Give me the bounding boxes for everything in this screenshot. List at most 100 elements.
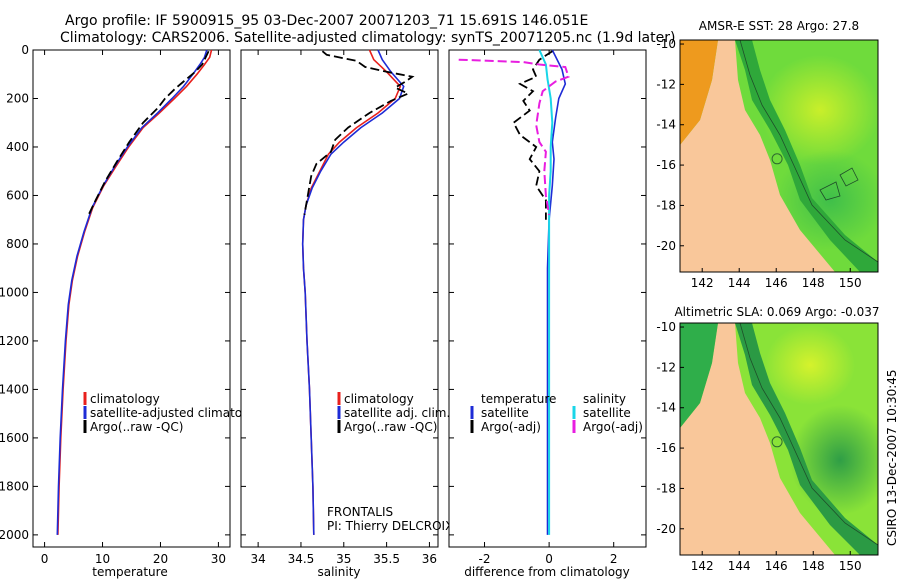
sst-warm-patch [760, 55, 878, 165]
map-y-tick-label: -20 [656, 522, 676, 536]
x-tick-label: 2 [610, 552, 618, 566]
sst-land [680, 40, 835, 272]
series-line [512, 50, 553, 220]
sla-argo-marker [771, 436, 783, 448]
map-y-tick-label: -16 [656, 158, 676, 172]
y-tick-label: 200 [6, 91, 29, 105]
x-tick-label: 35.5 [373, 552, 400, 566]
y-tick-label: 400 [6, 140, 29, 154]
figure-title-line2: Climatology: CARS2006. Satellite-adjuste… [60, 30, 675, 46]
legend-label-salinity-satellite: satellite [583, 406, 631, 420]
salinity-plot-frame [240, 49, 439, 548]
x-tick-label: -2 [479, 552, 491, 566]
y-tick-label: 800 [6, 237, 29, 251]
credit-text: CSIRO 13-Dec-2007 10:30:45 [885, 369, 899, 546]
series-line [458, 58, 570, 216]
series-line [87, 50, 210, 216]
map-x-tick-label: 148 [802, 559, 825, 573]
series-line [546, 49, 567, 535]
map-x-tick-label: 144 [728, 276, 751, 290]
sst-map-frame [679, 39, 879, 273]
map-y-tick-label: -10 [656, 320, 676, 334]
legend-label-salinity-argo: Argo(-adj) [583, 420, 643, 434]
map-x-tick-label: 146 [765, 276, 788, 290]
map-x-tick-label: 142 [691, 559, 714, 573]
sst-map-title: AMSR-E SST: 28 Argo: 27.8 [699, 19, 859, 33]
legend-label-climatology: climatology [90, 392, 160, 406]
map-x-tick-label: 142 [691, 276, 714, 290]
legend-heading-temperature: temperature [481, 392, 556, 406]
temperature-legend: climatology satellite-adjusted climatolo… [83, 392, 268, 434]
x-tick-label: 20 [153, 552, 168, 566]
y-tick-label: 1200 [0, 334, 29, 348]
y-tick-label: 600 [6, 188, 29, 202]
salinity-legend: climatology satellite adj. clim. Argo(..… [337, 392, 450, 434]
series-line [303, 50, 415, 216]
x-tick-label: 0 [41, 552, 49, 566]
x-tick-label: 36 [422, 552, 437, 566]
x-tick-label: 10 [95, 552, 110, 566]
temperature-xlabel: temperature [92, 565, 167, 579]
y-tick-label: 2000 [0, 528, 29, 542]
y-tick-label: 1600 [0, 431, 29, 445]
sla-map-panel: Altimetric SLA: 0.069 Argo: -0.037 142 14… [656, 305, 879, 573]
x-tick-label: 35 [336, 552, 351, 566]
map-x-tick-label: 146 [765, 559, 788, 573]
map-x-tick-label: 150 [839, 559, 862, 573]
x-tick-label: 34 [250, 552, 265, 566]
platform-name: FRONTALIS [327, 505, 393, 519]
salinity-panel: 34 34.5 35 35.5 36 salinity climatology sate… [240, 49, 453, 579]
map-y-tick-label: -16 [656, 441, 676, 455]
legend-label-argo: Argo(..raw -QC) [344, 420, 437, 434]
map-y-tick-label: -20 [656, 239, 676, 253]
legend-label-temperature-satellite: satellite [481, 406, 529, 420]
map-x-tick-label: 144 [728, 559, 751, 573]
y-tick-label: 1000 [0, 285, 29, 299]
y-tick-label: 0 [21, 43, 29, 57]
sla-contour [739, 323, 878, 546]
sst-reef-outline [819, 167, 859, 201]
y-tick-label: 1800 [0, 479, 29, 493]
x-tick-label: 0 [545, 552, 553, 566]
temperature-lines [56, 49, 213, 535]
figure-title-line1: Argo profile: IF 5900915_95 03-Dec-2007 … [65, 13, 588, 29]
map-y-tick-label: -12 [656, 360, 676, 374]
sst-map-ticks: 142 144 146 148 150 -10 -12 -14 -16 -18 -20 [656, 37, 861, 290]
map-y-tick-label: -14 [656, 401, 676, 415]
difference-legend: temperature satellite Argo(-adj) salinit… [470, 392, 643, 434]
sla-map-title: Altimetric SLA: 0.069 Argo: -0.037 [674, 305, 879, 319]
difference-panel: -2 0 2 difference from climatology tempera… [448, 49, 647, 579]
y-tick-label: 1400 [0, 382, 29, 396]
sla-map-frame [679, 322, 879, 556]
map-x-tick-label: 150 [839, 276, 862, 290]
legend-label-satellite-adj: satellite adj. clim. [344, 406, 450, 420]
map-y-tick-label: -18 [656, 481, 676, 495]
x-tick-label: 34.5 [288, 552, 315, 566]
series-line [538, 49, 554, 535]
temperature-plot-frame [32, 49, 231, 548]
temperature-panel: 0 10 20 30 0 200 400 600 800 1000 1200 1400 1600 1800… [0, 43, 268, 579]
map-y-tick-label: -12 [656, 77, 676, 91]
sla-high-patch [765, 325, 855, 405]
x-tick-label: 30 [211, 552, 226, 566]
map-y-tick-label: -18 [656, 198, 676, 212]
sla-land [680, 323, 835, 555]
legend-label-satellite-adjusted: satellite-adjusted climatology [90, 406, 268, 420]
difference-xlabel: difference from climatology [464, 565, 630, 579]
sst-contour [739, 40, 878, 263]
salinity-ticks: 34 34.5 35 35.5 36 [241, 49, 438, 566]
sst-argo-marker [771, 153, 783, 165]
map-y-tick-label: -10 [656, 37, 676, 51]
sst-warm-coast [680, 40, 718, 145]
sla-map-ticks: 142 144 146 148 150 -10 -12 -14 -16 -18 -20 [656, 320, 861, 573]
sst-shallow-zone [735, 40, 878, 272]
legend-label-temperature-argo: Argo(-adj) [481, 420, 541, 434]
difference-lines [458, 49, 570, 535]
salinity-lines [301, 49, 415, 535]
legend-label-argo: Argo(..raw -QC) [90, 420, 183, 434]
legend-heading-salinity: salinity [583, 392, 626, 406]
sla-low-patch [790, 405, 878, 515]
map-y-tick-label: -14 [656, 118, 676, 132]
salinity-xlabel: salinity [317, 565, 360, 579]
